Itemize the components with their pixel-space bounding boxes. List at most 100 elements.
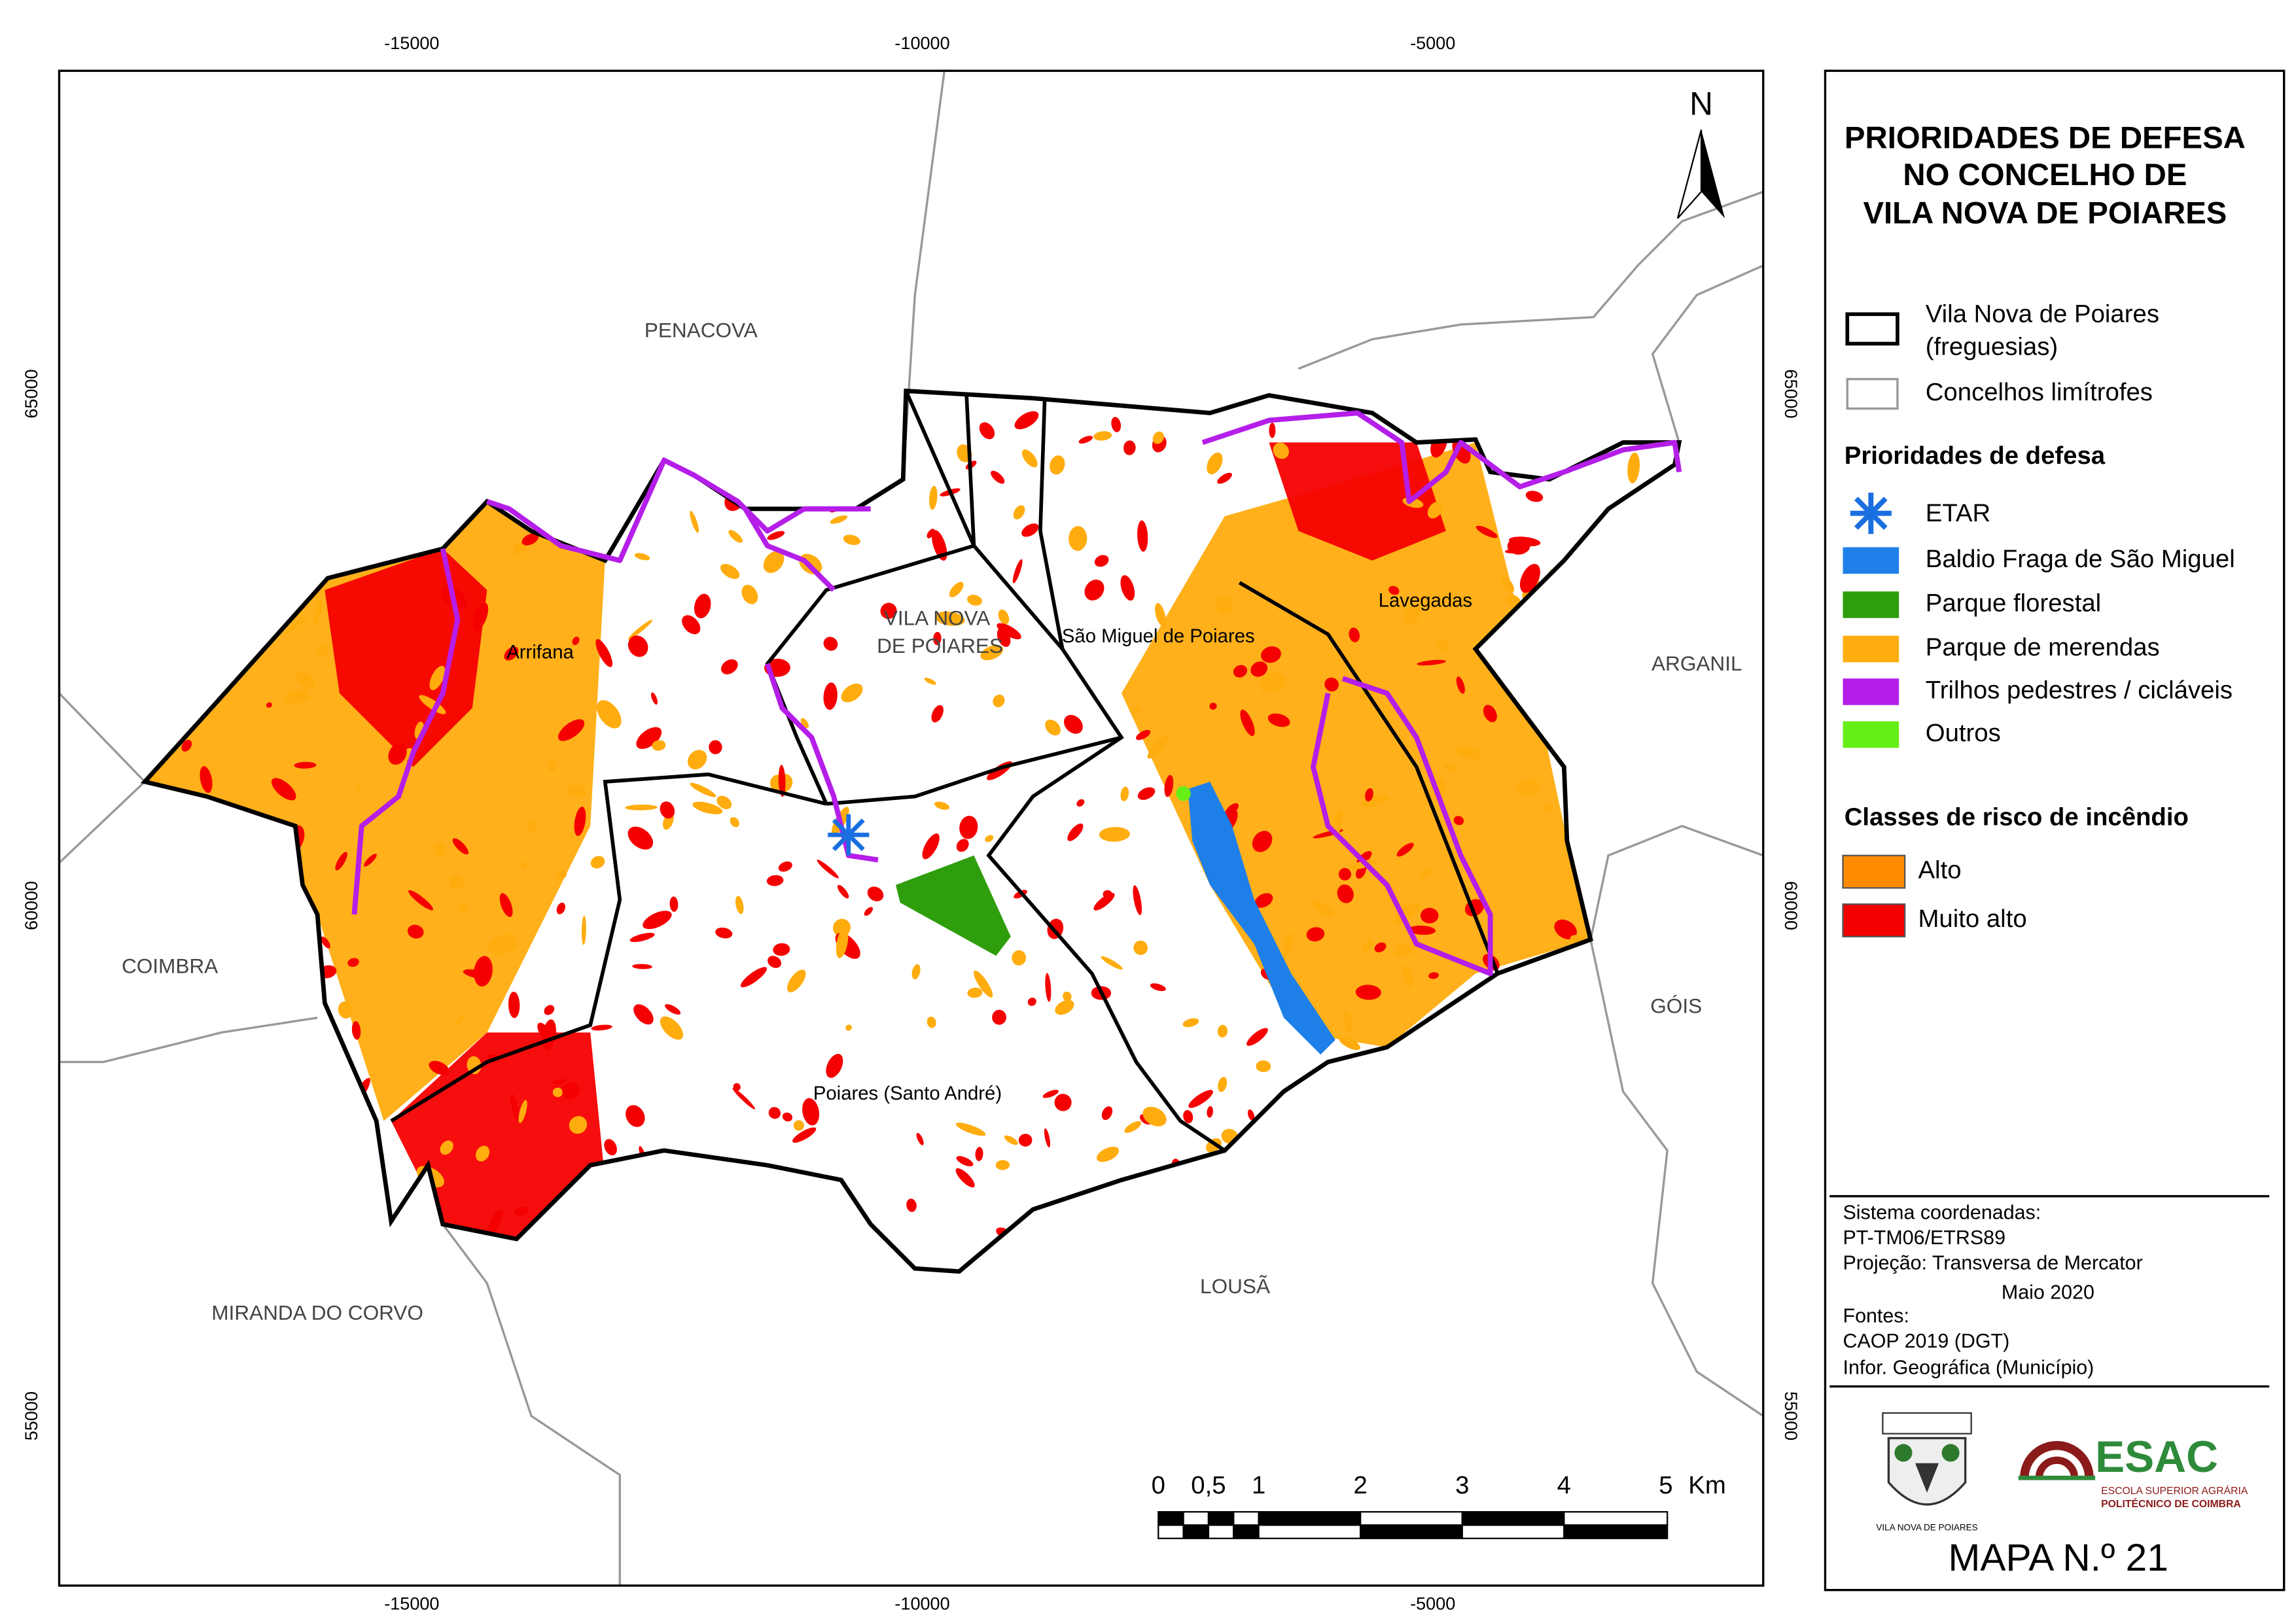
risk-patch-very-high (1252, 831, 1273, 852)
risk-patch-very-high (1254, 893, 1273, 908)
risk-patch-high (1055, 1000, 1074, 1015)
risk-patch-high (1436, 638, 1449, 652)
legend-swatch (1842, 903, 1906, 937)
risk-patch-very-high (604, 1139, 617, 1156)
legend-swatch (1843, 678, 1899, 705)
risk-patch-very-high (633, 1004, 654, 1025)
risk-patch-high (1155, 602, 1166, 627)
y-tick-label: 60000 (1781, 881, 1801, 930)
scale-segment (1258, 1524, 1362, 1539)
risk-patch-high (763, 551, 785, 573)
risk-patch-very-high (1355, 985, 1381, 1000)
risk-patch-very-high (665, 1004, 681, 1015)
risk-patch-high (555, 869, 567, 880)
risk-patch-very-high (1261, 646, 1281, 663)
risk-patch-high (1501, 576, 1515, 593)
risk-patch-very-high (1076, 799, 1085, 807)
legend-swatch (1843, 721, 1899, 748)
risk-patch-high (692, 801, 723, 814)
legend-label: Muito alto (1918, 905, 2026, 933)
y-tick-label: 55000 (1781, 1391, 1801, 1440)
risk-patch-very-high (740, 967, 768, 988)
region-label: COIMBRA (122, 954, 218, 977)
risk-patch-very-high (1525, 491, 1544, 502)
risk-patch-high (1147, 735, 1169, 759)
scale-label: 0 (1152, 1471, 1165, 1499)
risk-patch-very-high (562, 1082, 580, 1100)
risk-patch-high (730, 816, 739, 828)
risk-patch-high (949, 582, 964, 597)
risk-patch-high (1515, 778, 1541, 795)
logo-arch (2035, 1456, 2079, 1478)
risk-patch-very-high (959, 816, 978, 839)
region-label: MIRANDA DO CORVO (211, 1300, 423, 1324)
legend-swatch (1846, 377, 1899, 410)
risk-patch-high (440, 1140, 453, 1155)
legend-swatch (1845, 312, 1899, 346)
risk-patch-very-high (732, 1088, 756, 1109)
risk-patch-high (836, 927, 849, 958)
x-tick-label: -5000 (1410, 1594, 1455, 1613)
risk-patch-very-high (557, 719, 585, 741)
scale-label: 5 (1659, 1471, 1672, 1499)
risk-patch-very-high (991, 470, 1005, 484)
risk-patch-very-high (574, 807, 586, 836)
risk-patch-high (1217, 1024, 1228, 1037)
legend-swatch (1843, 635, 1899, 663)
risk-patch-high (841, 683, 863, 703)
risk-patch-very-high (1137, 787, 1156, 800)
scale-segment (1563, 1524, 1669, 1539)
risk-patch-high (449, 875, 465, 890)
risk-patch-very-high (544, 1005, 555, 1015)
risk-patch-very-high (715, 927, 733, 939)
risk-patch-very-high (1306, 927, 1325, 942)
risk-patch-high (1394, 943, 1414, 957)
risk-patch-very-high (1428, 972, 1439, 979)
y-tick-label: 55000 (22, 1391, 41, 1440)
region-label: DE POIARES (877, 634, 1003, 657)
legend-heading: Prioridades de defesa (1845, 442, 2106, 470)
info-text: Fontes: (1843, 1305, 1909, 1327)
risk-patch-very-high (591, 1024, 612, 1031)
info-text: Projeção: Transversa de Mercator (1843, 1251, 2143, 1274)
risk-patch-very-high (1408, 925, 1436, 935)
risk-patch-high (967, 595, 982, 606)
scale-segment (1233, 1524, 1260, 1539)
risk-patch-very-high (1027, 998, 1036, 1006)
y-tick-label: 65000 (1781, 369, 1801, 418)
risk-patch-high (355, 784, 361, 792)
risk-patch-high (338, 1001, 353, 1019)
risk-patch-very-high (474, 956, 493, 987)
legend-swatch (1843, 547, 1899, 574)
risk-patch-very-high (1338, 867, 1351, 880)
risk-patch-very-high (955, 1168, 975, 1188)
risk-patch-very-high (1417, 659, 1447, 666)
risk-patch-high (567, 784, 587, 797)
trail (486, 457, 871, 563)
risk-patch-high (1421, 868, 1431, 879)
risk-patch-very-high (1519, 564, 1540, 593)
risk-patch-very-high (499, 893, 513, 917)
scale-segment (1207, 1524, 1235, 1539)
risk-patch-high (1142, 1106, 1167, 1126)
risk-patch-high (1131, 705, 1141, 715)
info-text: CAOP 2019 (DGT) (1843, 1330, 2010, 1352)
risk-patch-very-high (643, 911, 672, 930)
risk-patch-very-high (792, 1127, 817, 1143)
scale-segment (1360, 1511, 1463, 1526)
risk-patch-very-high (595, 638, 612, 667)
risk-patch-very-high (510, 1093, 519, 1120)
risk-patch-very-high (1084, 580, 1104, 601)
parish-boundary (765, 390, 977, 805)
legend-panel (1824, 69, 2286, 1592)
risk-patch-high (1403, 606, 1420, 625)
risk-patch-very-high (880, 602, 897, 619)
risk-patch-high (911, 964, 921, 980)
risk-patch-high (720, 564, 740, 580)
risk-patch-very-high (1014, 411, 1039, 430)
risk-patch-high (597, 700, 622, 729)
risk-patch-very-high (1093, 892, 1115, 911)
risk-patch-very-high (1067, 823, 1084, 841)
risk-patch-high (590, 856, 605, 869)
